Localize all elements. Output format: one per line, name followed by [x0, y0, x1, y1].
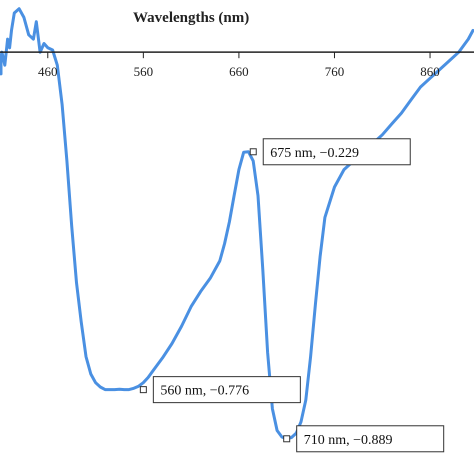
- x-axis-ticks: 460 560 660 760 860: [38, 52, 440, 79]
- annotations: 560 nm, −0.776 675 nm, −0.229 710 nm, −0.8…: [139, 138, 445, 453]
- annotation-callout: 710 nm, −0.889: [283, 425, 445, 453]
- x-tick-label: 860: [420, 64, 440, 79]
- x-tick-label: 660: [229, 64, 249, 79]
- x-axis-label: Wavelengths (nm): [133, 10, 249, 26]
- annotation-box: [296, 425, 445, 453]
- annotation-marker: [249, 148, 257, 156]
- annotation-label: 560 nm, −0.776: [160, 384, 249, 399]
- annotation-callout: 560 nm, −0.776: [139, 376, 301, 404]
- x-tick-label: 760: [325, 64, 345, 79]
- annotation-marker: [139, 386, 147, 394]
- annotation-label: 710 nm, −0.889: [304, 433, 393, 448]
- x-tick-label: 460: [38, 64, 58, 79]
- annotation-box: [262, 138, 411, 166]
- annotation-marker: [283, 435, 291, 443]
- annotation-box: [152, 376, 301, 404]
- annotation-label: 675 nm, −0.229: [270, 146, 359, 161]
- annotation-callout: 675 nm, −0.229: [249, 138, 411, 166]
- x-tick-label: 560: [134, 64, 154, 79]
